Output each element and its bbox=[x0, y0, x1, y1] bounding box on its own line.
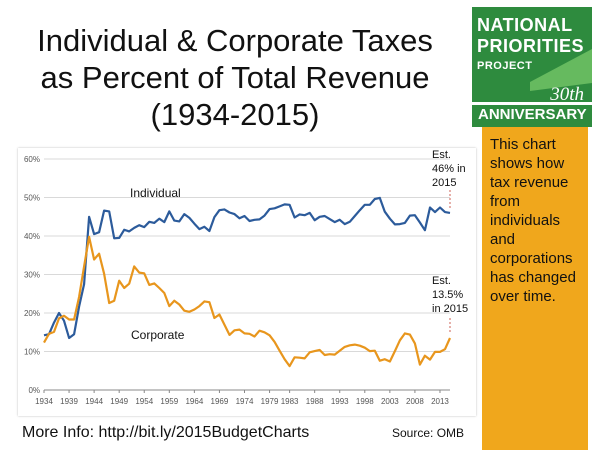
x-tick-label: 1974 bbox=[236, 397, 254, 406]
x-tick-label: 1939 bbox=[60, 397, 78, 406]
y-axis-ticks: 0% 10% 20% 30% 40% 50% 60% bbox=[24, 155, 40, 395]
corporate-annotation-text: Est. bbox=[432, 275, 451, 287]
logo-line-1: NATIONAL bbox=[477, 15, 573, 35]
corporate-series-label: Corporate bbox=[131, 328, 185, 342]
logo-line-5: ANNIVERSARY bbox=[478, 106, 587, 123]
chart-annotations: Est. 46% in 2015 Est. 13.5% in 2015 bbox=[432, 149, 468, 335]
corporate-annotation-text: in 2015 bbox=[432, 303, 468, 315]
y-tick-label: 10% bbox=[24, 348, 40, 357]
chart-panel bbox=[18, 148, 476, 416]
x-tick-label: 1979 bbox=[261, 397, 279, 406]
x-tick-label: 1949 bbox=[110, 397, 128, 406]
individual-annotation-text: Est. bbox=[432, 149, 451, 161]
npp-logo: NATIONAL PRIORITIES PROJECT 30th ANNIVER… bbox=[472, 7, 592, 127]
x-tick-label: 1993 bbox=[331, 397, 349, 406]
x-tick-label: 1969 bbox=[211, 397, 229, 406]
y-tick-label: 30% bbox=[24, 271, 40, 280]
y-tick-label: 20% bbox=[24, 309, 40, 318]
individual-annotation-text: 46% in bbox=[432, 163, 466, 175]
y-tick-label: 50% bbox=[24, 194, 40, 203]
x-tick-label: 2008 bbox=[406, 397, 424, 406]
more-info-link[interactable]: More Info: http://bit.ly/2015BudgetChart… bbox=[22, 424, 310, 441]
x-tick-label: 1959 bbox=[160, 397, 178, 406]
individual-annotation-text: 2015 bbox=[432, 177, 456, 189]
y-tick-label: 40% bbox=[24, 232, 40, 241]
y-tick-label: 60% bbox=[24, 155, 40, 164]
x-tick-label: 1934 bbox=[35, 397, 53, 406]
line-chart: 0% 10% 20% 30% 40% 50% 60% 1934 1939 1944 1949 195… bbox=[24, 149, 468, 406]
individual-series-label: Individual bbox=[130, 186, 181, 200]
logo-line-2: PRIORITIES bbox=[477, 36, 585, 56]
chart-title: Individual & Corporate Taxes as Percent … bbox=[0, 22, 470, 133]
sidebar-description: This chart shows how tax revenue from in… bbox=[482, 127, 588, 450]
title-line-2: as Percent of Total Revenue bbox=[40, 60, 430, 95]
x-tick-label: 1954 bbox=[135, 397, 153, 406]
x-axis-ticks: 1934 1939 1944 1949 1954 1959 1964 1969 1974 1979… bbox=[35, 390, 449, 406]
x-tick-label: 1944 bbox=[85, 397, 103, 406]
corporate-line bbox=[43, 235, 452, 368]
x-tick-label: 2003 bbox=[381, 397, 399, 406]
title-line-1: Individual & Corporate Taxes bbox=[37, 23, 433, 58]
individual-line bbox=[43, 196, 451, 340]
x-tick-label: 1983 bbox=[281, 397, 299, 406]
x-tick-label: 2013 bbox=[431, 397, 449, 406]
chart-series bbox=[43, 196, 452, 368]
x-tick-label: 1988 bbox=[306, 397, 324, 406]
x-tick-label: 1998 bbox=[356, 397, 374, 406]
y-tick-label: 0% bbox=[28, 386, 40, 395]
chart-gridlines bbox=[44, 158, 450, 352]
source-label: Source: OMB bbox=[392, 426, 465, 440]
logo-stripes-icon bbox=[472, 49, 592, 105]
title-line-3: (1934-2015) bbox=[150, 97, 320, 132]
x-tick-label: 1964 bbox=[185, 397, 203, 406]
corporate-annotation-text: 13.5% bbox=[432, 289, 463, 301]
logo-line-3: PROJECT bbox=[477, 60, 533, 72]
logo-line-4: 30th bbox=[550, 84, 584, 105]
sidebar-text: This chart shows how tax revenue from in… bbox=[490, 136, 576, 305]
